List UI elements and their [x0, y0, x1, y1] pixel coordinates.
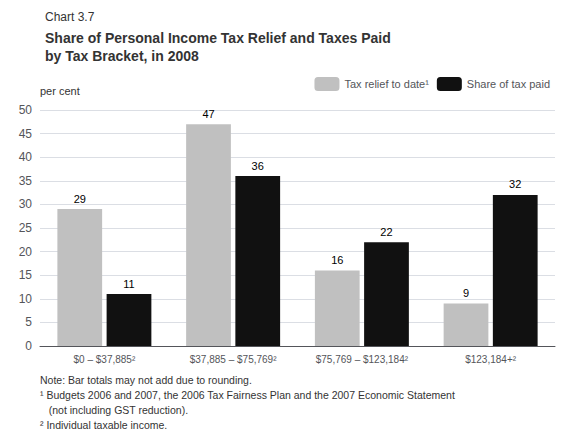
svg-text:$37,885 – $75,769²: $37,885 – $75,769²	[190, 354, 277, 365]
svg-text:22: 22	[380, 226, 392, 238]
svg-text:per cent: per cent	[40, 85, 80, 97]
svg-text:30: 30	[19, 197, 33, 211]
svg-text:Share of tax paid: Share of tax paid	[467, 78, 550, 90]
svg-text:Chart 3.7: Chart 3.7	[45, 10, 95, 24]
svg-text:32: 32	[509, 178, 521, 190]
svg-text:40: 40	[19, 150, 33, 164]
svg-text:(not including GST reduction).: (not including GST reduction).	[40, 404, 188, 416]
svg-text:0: 0	[25, 339, 32, 353]
svg-text:16: 16	[331, 254, 343, 266]
svg-text:11: 11	[123, 278, 134, 290]
svg-text:$0 – $37,885²: $0 – $37,885²	[74, 354, 136, 365]
svg-text:15: 15	[19, 268, 33, 282]
svg-text:47: 47	[202, 108, 214, 120]
svg-text:29: 29	[74, 193, 86, 205]
svg-text:45: 45	[19, 127, 33, 141]
svg-text:$123,184+²: $123,184+²	[465, 354, 517, 365]
svg-text:25: 25	[19, 221, 33, 235]
svg-text:36: 36	[252, 160, 264, 172]
svg-text:9: 9	[463, 287, 469, 299]
svg-text:50: 50	[19, 103, 33, 117]
svg-text:$75,769 – $123,184²: $75,769 – $123,184²	[316, 354, 409, 365]
svg-text:Note: Bar totals may not add d: Note: Bar totals may not add due to roun…	[40, 374, 252, 386]
svg-text:10: 10	[19, 292, 33, 306]
svg-text:Tax relief to date¹: Tax relief to date¹	[344, 78, 429, 90]
svg-text:5: 5	[25, 315, 32, 329]
svg-text:35: 35	[19, 174, 33, 188]
svg-text:² Individual taxable income.: ² Individual taxable income.	[40, 419, 167, 431]
svg-text:20: 20	[19, 245, 33, 259]
svg-text:by Tax Bracket, in 2008: by Tax Bracket, in 2008	[45, 48, 199, 64]
svg-text:Share of Personal Income Tax R: Share of Personal Income Tax Relief and …	[45, 30, 391, 46]
svg-text:¹ Budgets 2006 and 2007, the 2: ¹ Budgets 2006 and 2007, the 2006 Tax Fa…	[40, 389, 455, 401]
